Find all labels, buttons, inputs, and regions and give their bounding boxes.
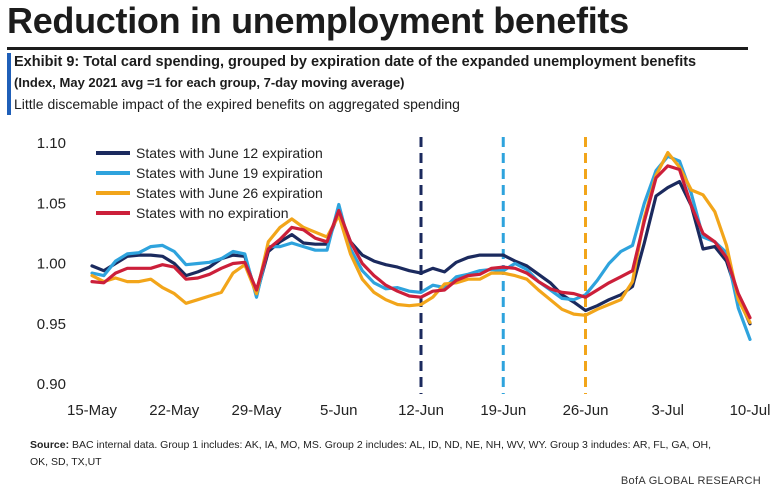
page-title: Reduction in unemployment benefits — [7, 0, 629, 41]
series-line — [90, 179, 752, 326]
legend-label: States with June 19 expiration — [136, 165, 323, 181]
x-tick-label: 5-Jun — [320, 402, 358, 419]
x-tick-label: 15-May — [67, 402, 118, 419]
legend-label: States with no expiration — [136, 205, 289, 221]
x-tick-label: 10-Jul — [730, 402, 771, 419]
exhibit-title: Exhibit 9: Total card spending, grouped … — [14, 54, 697, 70]
x-tick-label: 19-Jun — [480, 402, 526, 419]
source-text: BAC internal data. Group 1 includes: AK,… — [30, 439, 712, 468]
y-tick-label: 1.05 — [37, 195, 66, 212]
exhibit-subtitle: (Index, May 2021 avg =1 for each group, … — [14, 75, 405, 90]
footer-brand: BofA GLOBAL RESEARCH — [620, 475, 761, 487]
legend-label: States with June 26 expiration — [136, 185, 323, 201]
y-tick-label: 0.90 — [37, 376, 66, 393]
series-line — [90, 164, 752, 320]
x-tick-label: 22-May — [149, 402, 200, 419]
legend-label: States with June 12 expiration — [136, 145, 323, 161]
source-note: Source: BAC internal data. Group 1 inclu… — [30, 437, 730, 471]
x-tick-label: 3-Jul — [651, 402, 684, 419]
exhibit-accent-bar — [7, 53, 11, 115]
series-line — [90, 154, 752, 341]
x-tick-label: 26-Jun — [563, 402, 609, 419]
x-tick-label: 12-Jun — [398, 402, 444, 419]
source-label: Source: — [30, 439, 70, 451]
y-tick-label: 1.00 — [37, 256, 66, 273]
x-tick-label: 29-May — [231, 402, 282, 419]
exhibit-description: Little discemable impact of the expired … — [14, 96, 460, 112]
title-rule — [7, 47, 748, 50]
y-tick-label: 0.95 — [37, 316, 66, 333]
y-tick-label: 1.10 — [37, 135, 66, 152]
